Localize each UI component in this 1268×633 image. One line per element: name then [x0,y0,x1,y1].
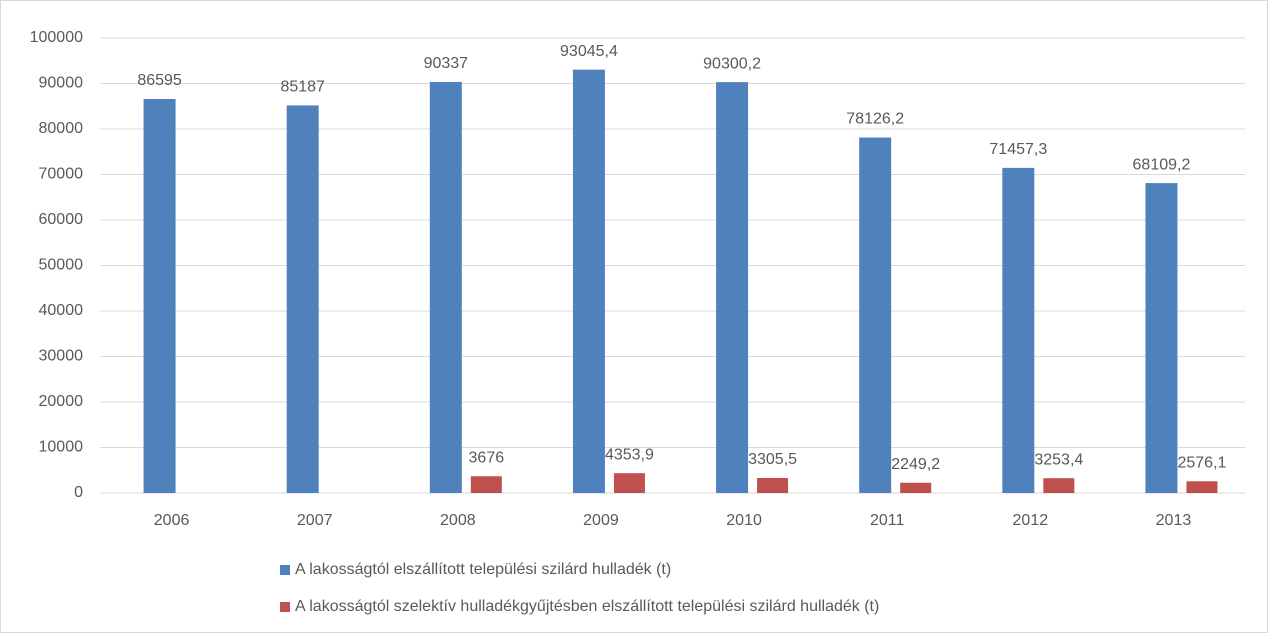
bar [859,137,892,493]
y-tick-label: 20000 [39,393,84,410]
bar [429,81,462,494]
legend-swatch [280,602,290,612]
x-tick-label: 2012 [1013,512,1049,529]
legend-label: A lakosságtól elszállított települési sz… [295,561,671,578]
y-tick-label: 40000 [39,302,84,319]
bar [1186,481,1218,493]
bar [757,477,789,493]
y-tick-label: 90000 [39,75,84,92]
bar [613,473,645,493]
x-tick-label: 2009 [583,512,619,529]
data-label: 3676 [469,449,505,466]
legend-label: A lakosságtól szelektív hulladékgyűjtésb… [295,598,879,615]
bar [143,98,176,494]
y-tick-label: 80000 [39,120,84,137]
data-label: 85187 [280,79,325,96]
y-tick-label: 30000 [39,348,84,365]
x-tick-label: 2010 [726,512,762,529]
x-tick-label: 2007 [297,512,333,529]
y-tick-label: 0 [74,484,83,501]
y-tick-label: 60000 [39,211,84,228]
x-tick-label: 2008 [440,512,476,529]
bar [470,476,502,493]
bar [900,482,932,493]
y-tick-label: 50000 [39,257,84,274]
data-label: 3253,4 [1034,451,1083,468]
data-label: 4353,9 [605,446,654,463]
y-tick-label: 10000 [39,439,84,456]
data-label: 68109,2 [1133,156,1191,173]
data-label: 71457,3 [989,141,1047,158]
y-tick-label: 70000 [39,166,84,183]
y-tick-label: 100000 [30,29,83,46]
legend-swatch [280,565,290,575]
data-label: 90300,2 [703,55,761,72]
bar [1043,478,1075,493]
data-label: 2576,1 [1177,454,1226,471]
bar [572,69,605,493]
data-label: 90337 [424,55,469,72]
x-tick-label: 2011 [870,512,905,529]
data-label: 78126,2 [846,111,904,128]
bar [1002,167,1035,494]
x-tick-label: 2013 [1156,512,1192,529]
data-label: 3305,5 [748,451,797,468]
data-label: 2249,2 [891,456,940,473]
bar [286,105,319,494]
bar [1145,183,1178,493]
bar [716,82,749,493]
x-tick-label: 2006 [154,512,190,529]
data-label: 86595 [137,72,182,89]
data-label: 93045,4 [560,43,618,60]
